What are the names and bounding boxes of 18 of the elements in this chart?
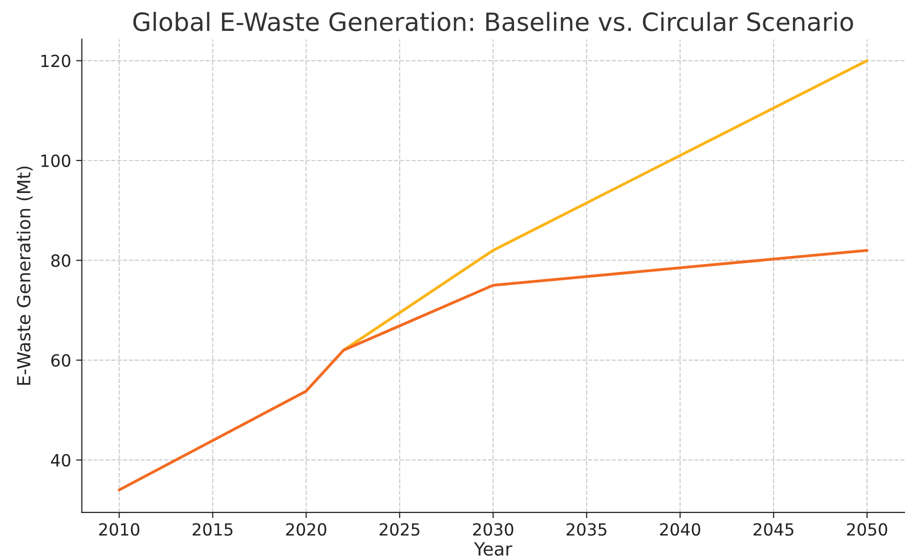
x-tick-label: 2025 <box>380 523 420 536</box>
x-tick-label: 2010 <box>99 523 140 536</box>
x-tick-label: 2045 <box>754 523 794 536</box>
y-tick-label: 60 <box>51 354 70 367</box>
y-tick-label: 120 <box>41 54 70 68</box>
y-tick-label: 100 <box>41 154 70 168</box>
chart-title: Global E-Waste Generation: Baseline vs. Circular Scenario <box>133 12 854 32</box>
x-tick-label: 2035 <box>566 523 606 536</box>
x-tick-label: 2020 <box>286 523 326 536</box>
y-axis-title: E-Waste Generation (Mt) <box>16 166 33 385</box>
x-tick-label: 2030 <box>473 523 514 536</box>
x-tick-label: 2015 <box>192 523 232 536</box>
y-tick-label: 80 <box>51 254 70 267</box>
x-tick-label: 2050 <box>847 523 888 536</box>
line-series <box>118 248 868 492</box>
x-tick-label: 2040 <box>660 523 700 536</box>
x-axis-title: Year <box>474 542 512 556</box>
y-tick-label: 40 <box>51 454 70 467</box>
